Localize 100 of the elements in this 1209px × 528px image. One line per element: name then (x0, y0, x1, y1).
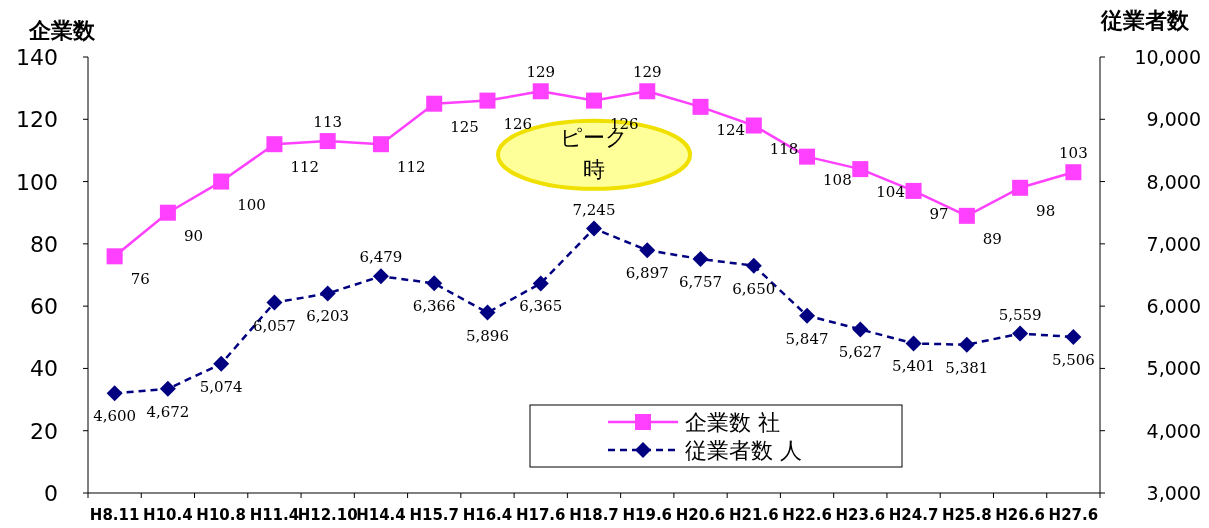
point (1012, 179, 1029, 196)
x-tick-label: H24.7 (888, 506, 939, 524)
data-label: 104 (876, 183, 905, 202)
x-tick-label: H26.6 (995, 506, 1045, 524)
y2-tick-label: 6,000 (1146, 295, 1201, 318)
point (213, 355, 230, 372)
data-label: 4,672 (146, 402, 190, 421)
y-tick-label: 140 (16, 45, 58, 70)
point (266, 294, 283, 311)
x-tick-label: H10.4 (143, 506, 193, 524)
point (213, 173, 230, 190)
point (905, 335, 922, 352)
y-tick-label: 0 (44, 481, 58, 506)
point (532, 83, 549, 100)
y-tick-label: 20 (30, 418, 58, 444)
y2-tick-label: 3,000 (1146, 482, 1201, 504)
point (586, 220, 602, 237)
point (426, 275, 443, 292)
data-label: 6,757 (679, 272, 722, 291)
data-label: 5,559 (998, 305, 1042, 324)
point (1065, 328, 1082, 345)
y2-tick-label: 9,000 (1146, 108, 1201, 131)
point (958, 207, 975, 224)
x-tick-label: H18.7 (569, 506, 619, 524)
point (532, 275, 549, 292)
point (319, 133, 336, 150)
x-tick-label: H17.6 (515, 506, 566, 524)
point (1065, 164, 1082, 181)
data-label: 5,506 (1051, 350, 1095, 369)
data-label: 6,057 (252, 316, 296, 335)
data-label: 7,245 (572, 200, 616, 219)
y-tick-label: 120 (16, 107, 58, 133)
data-label: 6,479 (359, 248, 403, 267)
point (106, 385, 123, 402)
point (745, 257, 762, 274)
point (319, 285, 336, 302)
point (799, 307, 816, 324)
data-label: 129 (526, 63, 556, 82)
data-label: 5,401 (892, 357, 936, 376)
point (159, 380, 176, 397)
data-label: 98 (1036, 201, 1056, 220)
x-tick-label: H23.6 (835, 506, 886, 524)
data-label: 5,381 (945, 358, 989, 377)
data-label: 124 (716, 120, 746, 139)
point (639, 242, 656, 259)
x-tick-label: H25.8 (942, 506, 992, 524)
legend-label: 企業数 社 (685, 410, 780, 435)
data-label: 113 (313, 113, 342, 132)
data-label: 100 (237, 195, 266, 214)
point (958, 336, 975, 353)
x-tick-label: H27.6 (1048, 506, 1099, 524)
data-label: 6,650 (732, 279, 776, 298)
y2-tick-label: 5,000 (1146, 357, 1201, 380)
data-label: 90 (183, 226, 203, 245)
point (692, 98, 709, 115)
point (479, 92, 496, 109)
point (479, 304, 496, 321)
data-label: 103 (1059, 144, 1088, 163)
data-label: 76 (130, 270, 150, 289)
point (905, 182, 922, 199)
y-tick-label: 80 (30, 231, 58, 257)
x-tick-label: H15.7 (409, 506, 459, 524)
x-tick-label: H14.4 (356, 506, 406, 524)
data-label: 5,627 (838, 343, 882, 362)
x-tick-label: H20.6 (675, 506, 726, 524)
point (852, 321, 869, 338)
point (372, 268, 389, 285)
y2-tick-label: 7,000 (1146, 232, 1201, 255)
y2-tick-label: 8,000 (1146, 170, 1201, 193)
data-label: 97 (929, 204, 949, 223)
data-label: 125 (450, 117, 479, 136)
point (159, 204, 176, 221)
y-axis-title: 企業数 (28, 18, 96, 43)
point (426, 95, 443, 112)
y2-axis-title: 従業者数 (1100, 8, 1190, 33)
x-tick-label: H22.6 (782, 506, 832, 524)
y-tick-label: 100 (16, 169, 58, 195)
data-label: 4,600 (93, 407, 137, 426)
data-label: 6,366 (412, 297, 456, 316)
legend-label: 従業者数 人 (685, 438, 802, 463)
x-tick-label: H8.11 (89, 506, 140, 524)
x-tick-label: H19.6 (622, 506, 673, 524)
point (745, 117, 762, 134)
x-tick-label: H10.8 (196, 506, 246, 524)
x-tick-label: H11.4 (249, 506, 300, 524)
data-label: 6,365 (519, 297, 563, 316)
data-label: 5,074 (199, 377, 243, 396)
point (852, 161, 869, 178)
data-label: 5,847 (785, 329, 829, 348)
point (586, 92, 602, 109)
data-label: 126 (503, 114, 533, 133)
point (799, 148, 816, 165)
point (372, 136, 389, 153)
y-tick-label: 40 (30, 356, 58, 382)
data-label: 118 (769, 139, 799, 158)
data-label: 112 (396, 158, 426, 177)
y-tick-label: 60 (30, 294, 58, 320)
data-label: 129 (632, 63, 662, 82)
data-label: 89 (982, 229, 1002, 248)
x-tick-label: H21.6 (729, 506, 779, 524)
